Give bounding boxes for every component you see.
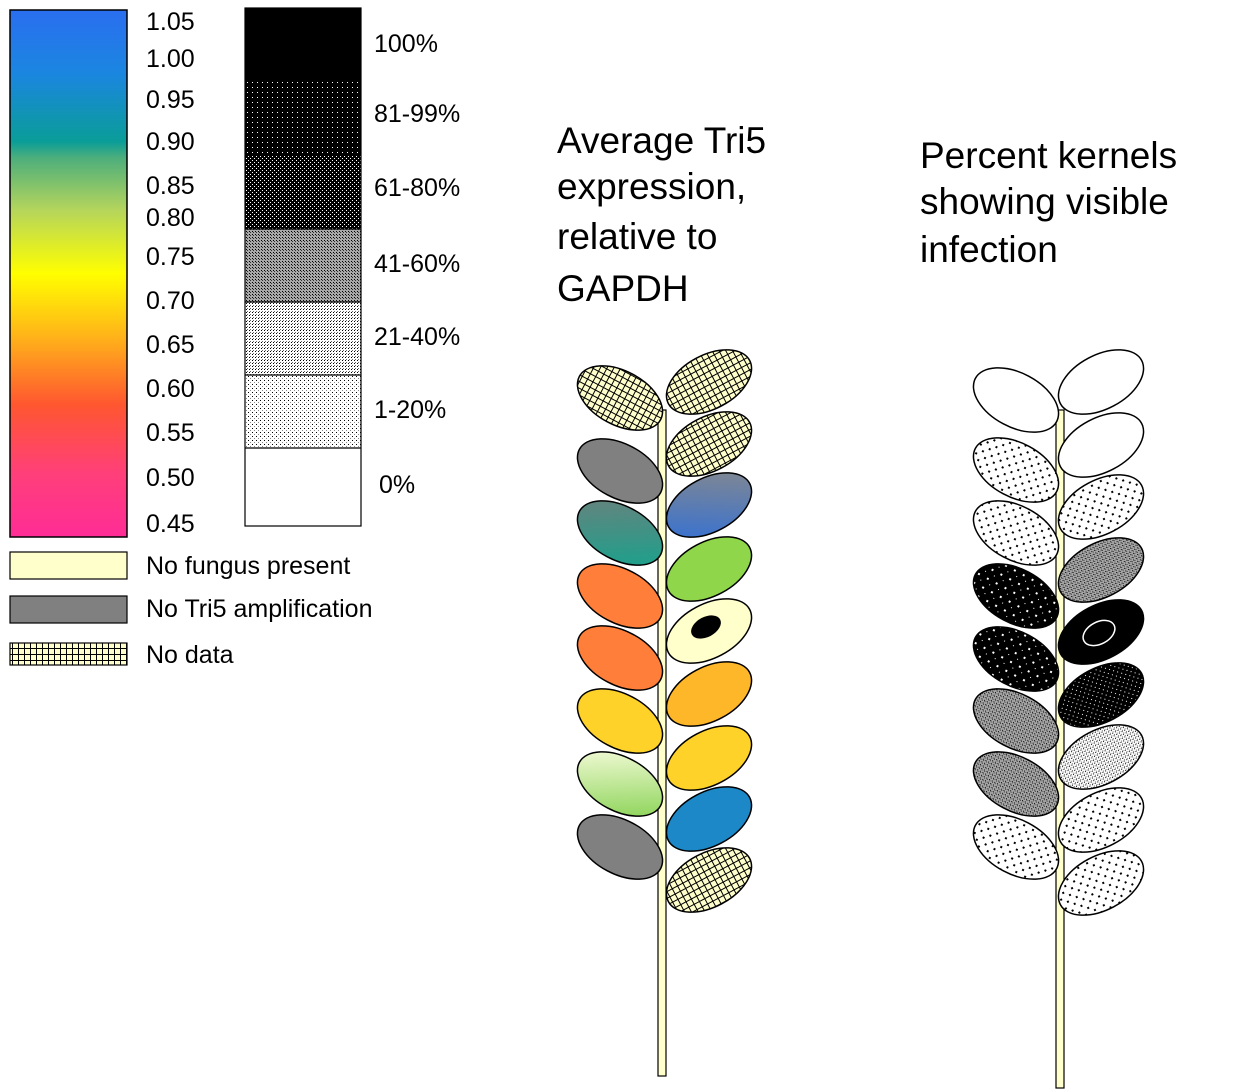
pattern-band-0 xyxy=(245,448,361,526)
expression-title-line: relative to xyxy=(557,216,717,257)
pattern-scale: 100% 81-99% 61-80% 41-60% 21-40% 1-20% 0… xyxy=(244,7,460,527)
legend: No fungus present No Tri5 amplification … xyxy=(9,551,372,669)
kernel-left-7-41-60pct xyxy=(972,751,1060,817)
spike-expression xyxy=(576,349,753,1077)
legend-swatch-no-tri5 xyxy=(9,595,128,624)
kernel-right-5-center xyxy=(1082,619,1116,647)
kernel-left-5-100pct xyxy=(972,626,1060,692)
legend-label: No fungus present xyxy=(146,552,350,580)
kernel-left-7-green xyxy=(576,751,664,817)
expression-title: Average Tri5 expression, relative to GAP… xyxy=(557,120,766,309)
color-scale: 1.05 1.00 0.95 0.90 0.85 0.80 0.75 0.70 … xyxy=(9,8,195,538)
color-tick-label: 0.45 xyxy=(146,510,195,538)
pattern-label: 21-40% xyxy=(374,323,460,351)
kernel-right-3-blue xyxy=(665,472,753,538)
color-tick-label: 0.90 xyxy=(146,128,195,156)
legend-swatch-no-data xyxy=(9,642,128,666)
pattern-label: 81-99% xyxy=(374,100,460,128)
legend-label: No Tri5 amplification xyxy=(146,595,372,623)
color-tick-label: 1.00 xyxy=(146,45,195,73)
kernel-right-5-center xyxy=(691,615,721,639)
kernel-left-6-41-60pct xyxy=(972,688,1060,754)
kernel-left-5-orange xyxy=(576,625,664,691)
kernel-right-9-no-data xyxy=(665,847,753,913)
kernel-left-2-no-tri5 xyxy=(576,438,664,504)
pattern-band-41-60 xyxy=(245,229,361,302)
kernel-left-1-no-data xyxy=(576,365,664,431)
color-tick-label: 1.05 xyxy=(146,8,195,36)
spike-stem xyxy=(1055,409,1065,1089)
kernel-right-1-0pct xyxy=(1057,349,1145,415)
infection-title-line: Percent kernels xyxy=(920,135,1177,176)
color-tick-label: 0.85 xyxy=(146,172,195,200)
expression-title-line: Average Tri5 xyxy=(557,120,766,161)
kernel-right-4-green xyxy=(665,536,753,602)
kernel-right-2-no-data xyxy=(665,411,753,477)
color-tick-label: 0.75 xyxy=(146,243,195,271)
kernel-right-4-41-60pct xyxy=(1057,537,1145,603)
kernel-right-3-1-20pct xyxy=(1057,474,1145,540)
color-tick-label: 0.55 xyxy=(146,419,195,447)
infection-title-line: infection xyxy=(920,229,1058,270)
color-tick-label: 0.80 xyxy=(146,204,195,232)
pattern-band-1-20 xyxy=(245,375,361,448)
kernel-right-7-yellow xyxy=(665,725,753,791)
kernel-right-2-0pct xyxy=(1057,412,1145,478)
color-tick-label: 0.60 xyxy=(146,375,195,403)
infection-title: Percent kernels showing visible infectio… xyxy=(920,135,1177,270)
kernel-right-1-no-data xyxy=(665,349,753,415)
kernel-left-8-1-20pct xyxy=(972,814,1060,880)
color-tick-label: 0.50 xyxy=(146,464,195,492)
kernel-left-6-yellow xyxy=(576,688,664,754)
legend-label: No data xyxy=(146,641,234,669)
kernel-right-5-100pct xyxy=(1057,599,1145,665)
pattern-band-21-40 xyxy=(245,302,361,375)
spike-infection xyxy=(972,349,1145,1089)
color-scale-bar xyxy=(9,9,128,538)
color-tick-label: 0.70 xyxy=(146,287,195,315)
legend-swatch-no-fungus xyxy=(9,551,128,580)
kernel-left-8-no-tri5 xyxy=(576,814,664,880)
expression-title-line: expression, xyxy=(557,166,746,207)
kernel-left-4-orange xyxy=(576,563,664,629)
kernel-left-4-100pct xyxy=(972,563,1060,629)
kernel-right-9-1-20pct xyxy=(1057,850,1145,916)
kernel-left-3-1-20pct xyxy=(972,500,1060,566)
kernel-right-8-1-20pct xyxy=(1057,787,1145,853)
kernel-left-1-0pct xyxy=(972,367,1060,433)
pattern-band-81-99 xyxy=(245,82,361,156)
pattern-label: 0% xyxy=(379,471,415,499)
color-tick-label: 0.65 xyxy=(146,331,195,359)
pattern-band-61-80 xyxy=(245,156,361,229)
pattern-label: 1-20% xyxy=(374,396,446,424)
expression-title-line: GAPDH xyxy=(557,268,689,309)
kernel-right-8-blue xyxy=(665,786,753,852)
kernel-right-6-81-99pct xyxy=(1057,662,1145,728)
kernel-left-3-teal xyxy=(576,500,664,566)
pattern-band-100 xyxy=(245,8,361,82)
kernel-left-2-1-20pct xyxy=(972,437,1060,503)
infection-title-line: showing visible xyxy=(920,181,1169,222)
kernel-right-6-orange-yellow xyxy=(665,661,753,727)
kernel-right-7-21-40pct xyxy=(1057,724,1145,790)
pattern-label: 41-60% xyxy=(374,250,460,278)
pattern-label: 61-80% xyxy=(374,174,460,202)
color-tick-label: 0.95 xyxy=(146,86,195,114)
pattern-label: 100% xyxy=(374,30,438,58)
